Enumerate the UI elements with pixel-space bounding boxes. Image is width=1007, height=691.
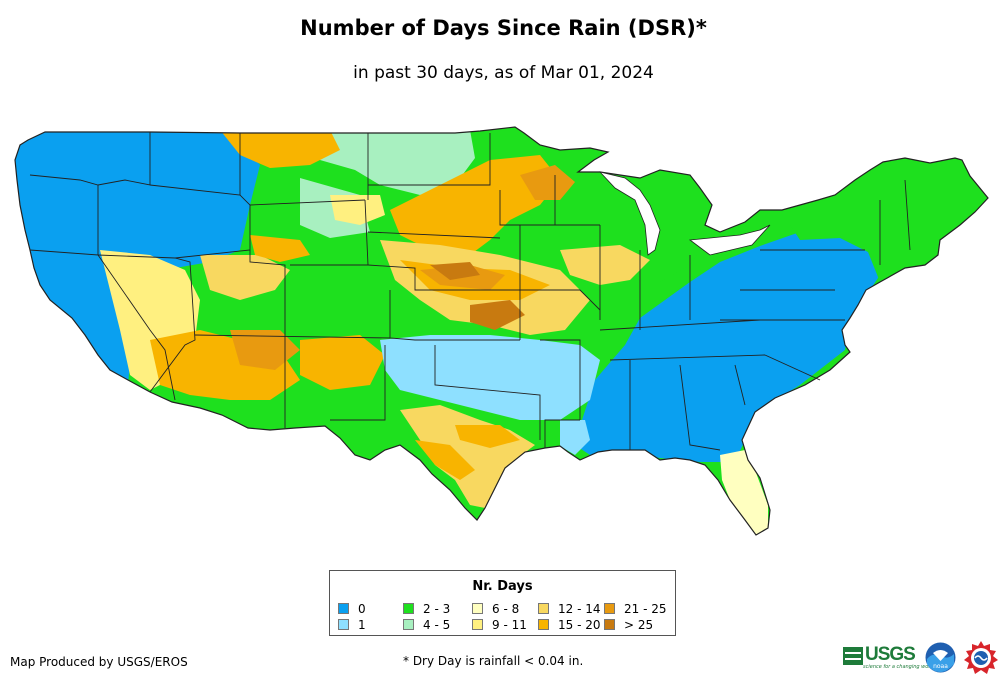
legend-swatch xyxy=(338,603,349,614)
legend-label: > 25 xyxy=(624,618,654,632)
border-la xyxy=(544,419,580,448)
border-nm-tx xyxy=(330,345,386,421)
region-texas-band xyxy=(455,425,520,448)
legend-label: 6 - 8 xyxy=(492,602,520,616)
usgs-logo: USGS science for a changing world xyxy=(843,644,935,670)
noaa-logo-text: noaa xyxy=(933,663,948,670)
border-nc-sc xyxy=(764,354,821,381)
legend-swatch xyxy=(538,603,549,614)
produced-by-credit: Map Produced by USGS/EROS xyxy=(10,655,188,669)
border-nv xyxy=(97,254,196,393)
legend-item-9: > 25 xyxy=(604,619,653,632)
border-ut xyxy=(249,250,286,335)
legend-swatch xyxy=(604,619,615,630)
usgs-wave-icon xyxy=(843,647,863,665)
border-nh-vt xyxy=(904,179,911,251)
region-northern-plains xyxy=(300,130,475,195)
border-tn-south xyxy=(609,354,766,361)
legend-item-6: 12 - 14 xyxy=(538,603,601,616)
legend-label: 2 - 3 xyxy=(423,602,451,616)
legend-label: 9 - 11 xyxy=(492,618,527,632)
legend-label: 4 - 5 xyxy=(423,618,451,632)
region-illinois-band xyxy=(560,245,650,285)
legend-swatch xyxy=(604,603,615,614)
region-utah-dry xyxy=(200,255,290,300)
region-mn-dry xyxy=(520,165,575,200)
legend-title: Nr. Days xyxy=(472,579,533,594)
border-mt-wy xyxy=(249,199,366,206)
legend-item-5: 9 - 11 xyxy=(472,619,527,632)
border-ga-sc xyxy=(734,364,746,406)
us-outline xyxy=(14,126,989,536)
map-subtitle: in past 30 days, as of Mar 01, 2024 xyxy=(353,63,654,83)
legend-swatch xyxy=(472,603,483,614)
legend-item-0: 0 xyxy=(338,603,366,616)
border-al-ga xyxy=(679,364,721,451)
legend-item-2: 2 - 3 xyxy=(403,603,450,616)
border-mo xyxy=(520,289,601,311)
lake-michigan xyxy=(598,171,661,256)
region-la-one-day xyxy=(560,420,590,455)
border-ne-ks xyxy=(367,264,520,291)
region-plains-dry-north xyxy=(390,155,560,255)
legend-item-4: 6 - 8 xyxy=(472,603,519,616)
region-nebraska-dry-spot xyxy=(430,262,480,280)
legend-label: 1 xyxy=(358,618,366,632)
legend-swatch xyxy=(472,619,483,630)
legend-item-3: 4 - 5 xyxy=(403,619,450,632)
legend-swatch xyxy=(338,619,349,630)
legend-label: 0 xyxy=(358,602,366,616)
legend-box: Nr. Days 0 1 2 - 3 4 - 5 6 - 8 9 - 11 12… xyxy=(329,570,676,636)
border-nd-sd xyxy=(368,133,491,186)
region-montana-dry xyxy=(220,130,340,168)
legend-item-8: 21 - 25 xyxy=(604,603,667,616)
border-ar xyxy=(540,339,581,420)
region-nm-dry xyxy=(300,335,385,390)
region-four-corners-dry xyxy=(230,330,300,370)
region-sd-dry xyxy=(330,195,385,225)
nws-seal-icon xyxy=(964,641,998,674)
legend-label: 15 - 20 xyxy=(558,618,601,632)
region-kansas-dry-spot xyxy=(470,300,525,330)
region-florida-dry xyxy=(720,450,768,535)
state-borders xyxy=(29,132,911,451)
region-southeast xyxy=(575,225,890,462)
region-wy-dry xyxy=(250,235,310,262)
legend-swatch xyxy=(538,619,549,630)
legend-swatch xyxy=(403,603,414,614)
usgs-tagline: science for a changing world xyxy=(863,664,935,670)
noaa-logo-icon: noaa xyxy=(925,642,956,673)
legend-item-1: 1 xyxy=(338,619,366,632)
legend-swatch xyxy=(403,619,414,630)
border-co-ks-ok xyxy=(389,290,520,341)
region-northeast xyxy=(780,158,988,282)
usgs-logo-text: USGS xyxy=(865,644,916,665)
region-texas-very-dry xyxy=(415,440,475,480)
border-mn-ia-mo xyxy=(499,190,521,340)
border-ky-tn xyxy=(599,319,761,331)
border-ok-tx xyxy=(434,345,541,440)
map-title: Number of Days Since Rain (DSR)* xyxy=(300,16,707,40)
legend-item-7: 15 - 20 xyxy=(538,619,601,632)
us-dsr-map xyxy=(14,126,989,536)
border-ca-nv xyxy=(97,254,176,401)
border-az-ut-nm xyxy=(194,334,391,339)
lake-erie xyxy=(688,224,771,256)
legend-label: 21 - 25 xyxy=(624,602,667,616)
dry-day-footnote: * Dry Day is rainfall < 0.04 in. xyxy=(403,654,584,668)
border-sd-ne xyxy=(367,231,501,239)
legend-label: 12 - 14 xyxy=(558,602,601,616)
